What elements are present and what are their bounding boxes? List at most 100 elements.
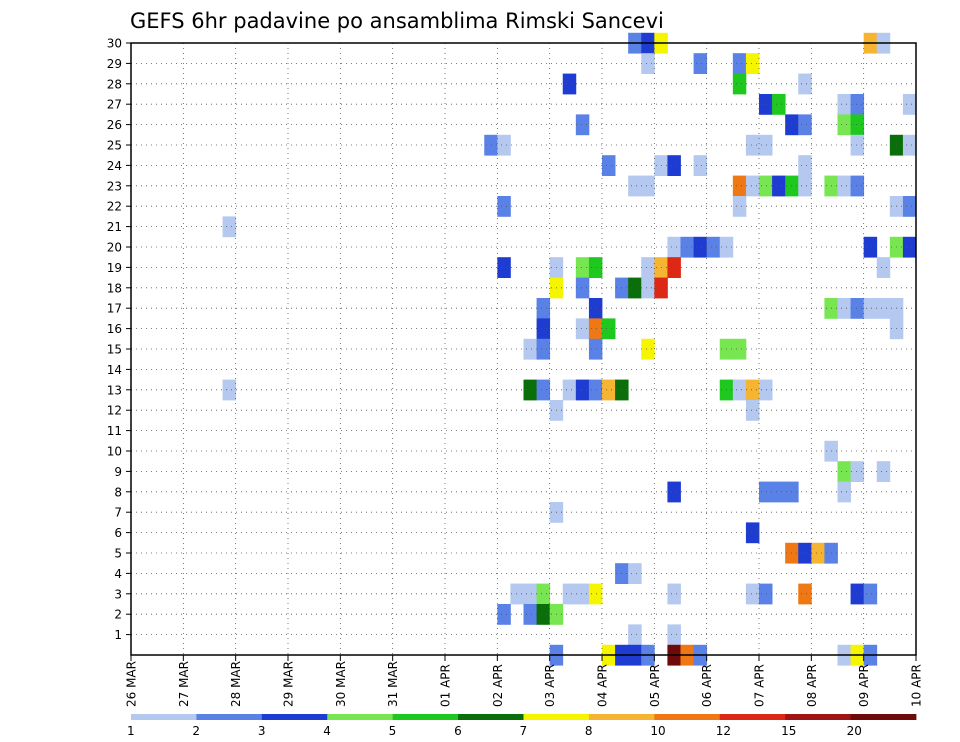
cell-121 <box>628 563 642 584</box>
cell-108 <box>876 461 891 482</box>
cell-39 <box>772 175 786 197</box>
cell-72 <box>536 297 551 319</box>
x-tick-label: 30 MAR <box>334 661 348 707</box>
cell-15 <box>850 93 865 115</box>
cell-53 <box>706 236 721 258</box>
cell-139 <box>667 624 681 646</box>
x-tick-label: 28 MAR <box>229 661 243 707</box>
cell-21 <box>850 114 865 136</box>
cell-60 <box>575 257 590 278</box>
cell-35 <box>641 175 655 197</box>
cell-96 <box>588 379 603 401</box>
cell-83 <box>602 318 616 340</box>
colorbar-label: 20 <box>847 724 862 738</box>
cell-82 <box>588 318 603 340</box>
x-tick-label: 06 APR <box>700 664 714 707</box>
grid-lines <box>131 42 916 655</box>
colorbar-swatch-4 <box>392 714 459 720</box>
y-tick-label: 9 <box>114 465 122 479</box>
colorbar-swatch-11 <box>850 714 917 720</box>
cell-125 <box>562 583 577 605</box>
cell-81 <box>575 318 590 340</box>
cell-102 <box>759 379 773 401</box>
y-tick-label: 1 <box>114 628 122 642</box>
y-tick-label: 4 <box>114 567 122 581</box>
y-tick-label: 11 <box>107 424 122 438</box>
cell-127 <box>588 583 603 605</box>
y-tick-label: 27 <box>107 98 122 112</box>
cell-8 <box>745 53 760 74</box>
cell-138 <box>628 624 642 646</box>
cell-32 <box>693 155 708 176</box>
y-tick-label: 28 <box>107 77 122 91</box>
cell-44 <box>850 175 865 197</box>
colorbar-label: 6 <box>454 724 462 738</box>
cell-38 <box>759 175 773 197</box>
cell-90 <box>732 338 747 360</box>
cell-128 <box>667 583 681 605</box>
cell-75 <box>837 297 851 319</box>
y-tick-label: 24 <box>107 159 122 173</box>
cell-91 <box>222 379 237 401</box>
colorbar-label: 5 <box>389 724 397 738</box>
cell-46 <box>732 195 747 217</box>
colorbar-swatch-2 <box>261 714 328 720</box>
colorbar-swatch-3 <box>327 714 394 720</box>
cell-101 <box>745 379 760 401</box>
x-tick-label: 02 APR <box>491 664 505 707</box>
cell-106 <box>837 461 851 482</box>
colorbar-swatch-7 <box>588 714 655 720</box>
colorbar: 1 2 3 4 5 6 7 8 10 12 15 20 <box>127 714 917 738</box>
colorbar-label: 4 <box>323 724 331 738</box>
y-tick-label: 19 <box>107 261 122 275</box>
cell-80 <box>536 318 551 340</box>
cell-55 <box>863 236 878 258</box>
cell-73 <box>588 297 603 319</box>
x-tick-label: 10 APR <box>910 664 924 707</box>
cell-94 <box>562 379 577 401</box>
cell-69 <box>628 277 642 299</box>
cell-22 <box>484 134 498 156</box>
y-tick-label: 18 <box>107 281 122 295</box>
cell-61 <box>588 257 603 278</box>
cell-95 <box>575 379 590 401</box>
y-tick-label: 3 <box>114 587 122 601</box>
y-tick-label: 26 <box>107 118 122 132</box>
cell-58 <box>497 257 511 278</box>
cell-132 <box>850 583 865 605</box>
cell-57 <box>902 236 917 258</box>
colorbar-label: 2 <box>192 724 200 738</box>
cell-24 <box>745 134 760 156</box>
cell-122 <box>510 583 524 605</box>
cell-134 <box>497 603 511 625</box>
y-tick-label: 30 <box>107 37 122 51</box>
colorbar-label: 10 <box>650 724 665 738</box>
cell-88 <box>641 338 655 360</box>
cell-31 <box>667 155 681 176</box>
cell-28 <box>902 134 917 156</box>
y-tick-label: 15 <box>107 343 122 357</box>
cell-26 <box>850 134 865 156</box>
cell-11 <box>798 73 812 95</box>
cell-70 <box>641 277 655 299</box>
cell-117 <box>798 542 812 564</box>
cell-9 <box>562 73 577 95</box>
colorbar-swatch-8 <box>654 714 721 720</box>
cell-123 <box>523 583 537 605</box>
cell-23 <box>497 134 511 156</box>
colorbar-label: 7 <box>520 724 528 738</box>
cell-118 <box>811 542 825 564</box>
cell-97 <box>602 379 616 401</box>
cell-62 <box>641 257 655 278</box>
y-tick-label: 29 <box>107 57 122 71</box>
colorbar-label: 8 <box>585 724 593 738</box>
cell-100 <box>732 379 747 401</box>
y-tick-label: 13 <box>107 383 122 397</box>
x-tick-label: 07 APR <box>753 664 767 707</box>
x-tick-label: 08 APR <box>805 664 819 707</box>
y-tick-label: 6 <box>114 526 122 540</box>
y-tick-label: 12 <box>107 404 122 418</box>
cell-111 <box>772 481 786 503</box>
colorbar-swatch-5 <box>458 714 524 720</box>
